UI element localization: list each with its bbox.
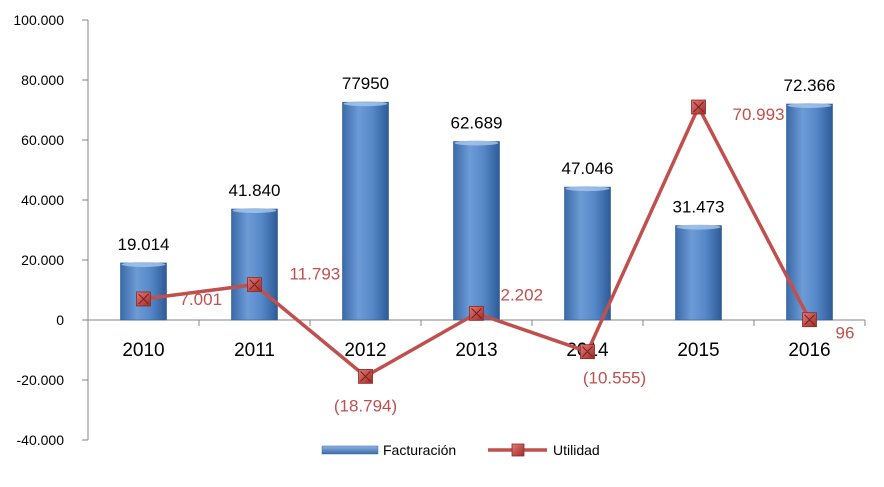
bar-top-highlight <box>787 103 832 108</box>
bars <box>120 101 833 321</box>
bar-data-label: 62.689 <box>451 114 503 133</box>
line-point-cross <box>693 101 704 113</box>
y-tick-label: -40.000 <box>17 432 65 448</box>
legend: Facturación Utilidad <box>321 442 600 458</box>
legend-label-utilidad: Utilidad <box>553 442 600 458</box>
y-tick-label: 80.000 <box>21 72 64 88</box>
line-point-cross <box>138 293 149 305</box>
bar-top-highlight <box>565 186 610 192</box>
y-tick-label: 20.000 <box>21 252 64 268</box>
line-point-cross <box>582 346 593 358</box>
bar <box>564 186 611 321</box>
line-data-label: 7.001 <box>180 290 223 309</box>
bar <box>120 262 167 321</box>
bar-labels: 19.014 41.840 77950 62.689 47.046 31.473 72.36… <box>118 74 836 254</box>
line-data-label: (18.794) <box>334 396 397 415</box>
x-tick-label: 2010 <box>122 340 164 361</box>
bar <box>231 208 278 321</box>
line-data-label: (10.555) <box>583 369 646 388</box>
y-tick-label: 60.000 <box>21 132 64 148</box>
bar-data-label: 41.840 <box>229 181 281 200</box>
x-tick-label: 2012 <box>344 340 386 361</box>
x-tick-label: 2016 <box>788 340 830 361</box>
line-labels: 7.001 11.793 (18.794) 2.202 (10.555) 70.993 96 <box>180 105 855 415</box>
line-point-cross <box>804 314 815 326</box>
legend-swatch-facturacion <box>321 445 379 455</box>
bar-top-highlight <box>454 140 499 146</box>
bar-data-label: 31.473 <box>673 198 725 217</box>
bar <box>675 225 722 321</box>
bar <box>786 103 833 321</box>
bar-top-highlight <box>676 224 721 230</box>
x-tick-label: 2013 <box>455 340 497 361</box>
legend-label-facturacion: Facturación <box>383 442 456 458</box>
line-data-label: 96 <box>836 324 855 343</box>
line-point-cross <box>249 279 260 290</box>
axes: 100.000 80.000 60.000 40.000 20.000 0 -20.000 -… <box>13 12 866 448</box>
bar-data-label: 72.366 <box>784 76 836 95</box>
bar <box>342 101 389 321</box>
bar-data-label: 77950 <box>342 74 389 93</box>
y-tick-label: 0 <box>56 312 64 328</box>
line-data-label: 70.993 <box>733 105 785 124</box>
y-tick-label: 100.000 <box>13 12 64 28</box>
y-tick-label: -20.000 <box>17 372 65 388</box>
x-tick-label: 2015 <box>677 340 719 361</box>
bar-data-label: 47.046 <box>562 159 614 178</box>
line-point-cross <box>471 308 482 319</box>
bar-top-highlight <box>232 208 277 213</box>
y-tick-label: 40.000 <box>21 192 64 208</box>
legend-marker-utilidad <box>511 443 525 457</box>
bar-top-highlight <box>121 261 166 267</box>
line-series <box>136 99 817 384</box>
line-data-label: 11.793 <box>290 265 341 284</box>
line-data-label: 2.202 <box>501 285 544 304</box>
bar-top-highlight <box>343 101 388 107</box>
line-point-cross <box>360 371 371 382</box>
bar-data-label: 19.014 <box>118 235 170 254</box>
bar <box>453 141 500 321</box>
x-tick-label: 2011 <box>234 340 275 361</box>
